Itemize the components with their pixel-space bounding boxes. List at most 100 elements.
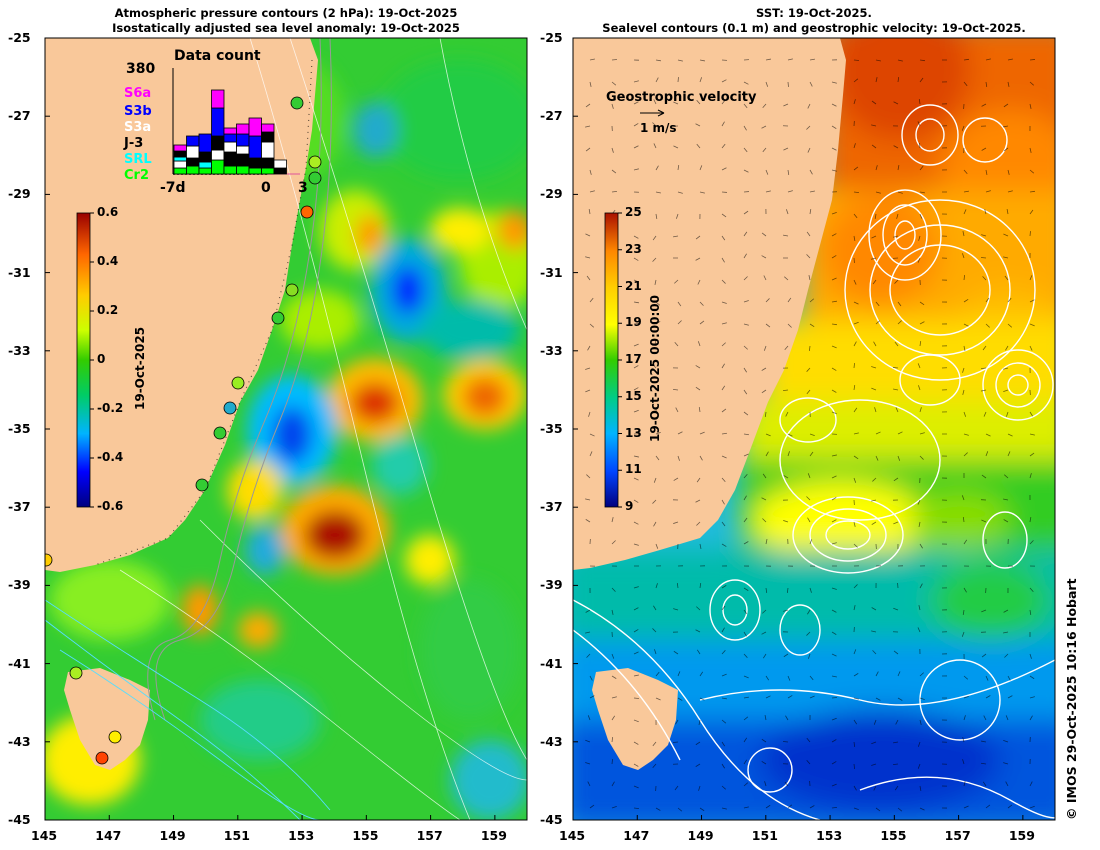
- velocity-arrow: [831, 345, 837, 349]
- velocity-arrow: [853, 279, 857, 285]
- velocity-arrow: [673, 101, 679, 105]
- velocity-arrow: [981, 474, 987, 479]
- velocity-arrow: [962, 737, 965, 743]
- velocity-arrow: [853, 143, 856, 149]
- velocity-arrow: [633, 145, 639, 149]
- velocity-arrow: [633, 807, 640, 809]
- velocity-arrow: [677, 164, 680, 171]
- velocity-arrow: [585, 256, 591, 259]
- velocity-arrow: [808, 653, 811, 659]
- velocity-arrow: [1029, 103, 1032, 109]
- velocity-arrow: [893, 477, 899, 482]
- lat-tick-right: -27: [540, 108, 563, 124]
- velocity-arrow: [589, 451, 593, 457]
- velocity-arrow: [1029, 323, 1035, 327]
- velocity-arrow: [765, 433, 771, 437]
- hist-bar-segment: [186, 157, 200, 167]
- velocity-arrow: [743, 609, 748, 615]
- velocity-arrow: [588, 209, 591, 215]
- velocity-arrow: [1007, 451, 1011, 457]
- velocity-arrow: [721, 719, 727, 724]
- velocity-arrow: [897, 671, 901, 677]
- velocity-arrow: [963, 274, 965, 281]
- hist-bar-segment: [261, 167, 275, 175]
- velocity-arrow: [831, 323, 838, 326]
- lon-tick-right: 157: [944, 828, 971, 843]
- velocity-arrow: [695, 386, 701, 391]
- velocity-arrow: [721, 279, 726, 284]
- colorbar-tick-label: 0: [97, 352, 106, 366]
- velocity-arrow: [892, 763, 899, 766]
- velocity-arrow: [784, 276, 789, 281]
- velocity-arrow: [695, 235, 701, 240]
- velocity-arrow: [1005, 715, 1009, 721]
- velocity-arrow: [586, 474, 591, 479]
- velocity-arrow: [807, 473, 811, 479]
- velocity-arrow: [673, 235, 679, 238]
- velocity-arrow: [784, 781, 789, 787]
- velocity-arrow: [1029, 715, 1033, 721]
- velocity-arrow: [652, 499, 657, 504]
- velocity-arrow: [611, 736, 614, 743]
- velocity-arrow: [1007, 58, 1013, 61]
- velocity-arrow: [611, 81, 617, 86]
- velocity-arrow: [699, 191, 705, 194]
- velocity-arrow: [743, 300, 749, 303]
- hist-bar-segment: [186, 145, 200, 159]
- velocity-arrow: [585, 498, 591, 501]
- velocity-arrow: [743, 253, 747, 259]
- velocity-arrow: [611, 696, 617, 699]
- lon-tick-right: 147: [623, 828, 650, 843]
- velocity-arrow: [763, 275, 767, 281]
- velocity-arrow: [743, 345, 748, 350]
- velocity-arrow: [1029, 587, 1034, 592]
- velocity-arrow: [981, 234, 987, 237]
- velocity-arrow: [1029, 433, 1035, 436]
- velocity-arrow: [765, 539, 768, 545]
- velocity-arrow: [677, 320, 682, 325]
- velocity-arrow: [919, 807, 925, 811]
- right-map: [573, 38, 1055, 820]
- velocity-arrow: [695, 257, 701, 261]
- velocity-arrow: [985, 58, 991, 61]
- velocity-arrow: [893, 145, 899, 149]
- velocity-arrow: [1003, 740, 1009, 743]
- velocity-arrow: [985, 190, 991, 193]
- velocity-arrow: [633, 80, 639, 83]
- velocity-arrow: [654, 649, 657, 655]
- velocity-arrow: [963, 539, 968, 545]
- velocity-arrow: [699, 582, 702, 589]
- velocity-arrow: [653, 143, 657, 149]
- velocity-arrow: [633, 409, 639, 413]
- velocity-arrow: [696, 477, 701, 483]
- velocity-arrow: [831, 519, 837, 523]
- velocity-arrow: [676, 582, 679, 589]
- velocity-arrow: [743, 103, 748, 109]
- hist-bar-segment: [261, 131, 275, 143]
- velocity-arrow: [897, 76, 900, 83]
- velocity-arrow: [743, 631, 747, 637]
- velocity-arrow: [611, 147, 614, 153]
- velocity-arrow: [698, 406, 701, 413]
- velocity-arrow: [743, 389, 748, 395]
- velocity-arrow: [633, 629, 639, 633]
- velocity-arrow: [831, 807, 838, 809]
- velocity-arrow: [875, 455, 879, 461]
- velocity-arrow: [919, 301, 925, 306]
- velocity-arrow: [1003, 147, 1009, 152]
- velocity-arrow: [893, 650, 899, 655]
- velocity-arrow: [895, 407, 899, 413]
- velocity-arrow: [611, 59, 618, 61]
- velocity-arrow: [919, 59, 926, 62]
- hist-bar-segment: [211, 135, 225, 151]
- hist-xtick-1: 0: [261, 180, 271, 196]
- velocity-arrow: [675, 407, 679, 413]
- velocity-arrow: [743, 276, 748, 281]
- velocity-arrow: [786, 209, 789, 215]
- velocity-arrow: [961, 495, 965, 501]
- velocity-arrow: [761, 389, 767, 394]
- velocity-arrow: [587, 781, 591, 787]
- velocity-arrow: [853, 432, 859, 435]
- velocity-arrow: [963, 298, 969, 303]
- velocity-arrow: [831, 739, 837, 743]
